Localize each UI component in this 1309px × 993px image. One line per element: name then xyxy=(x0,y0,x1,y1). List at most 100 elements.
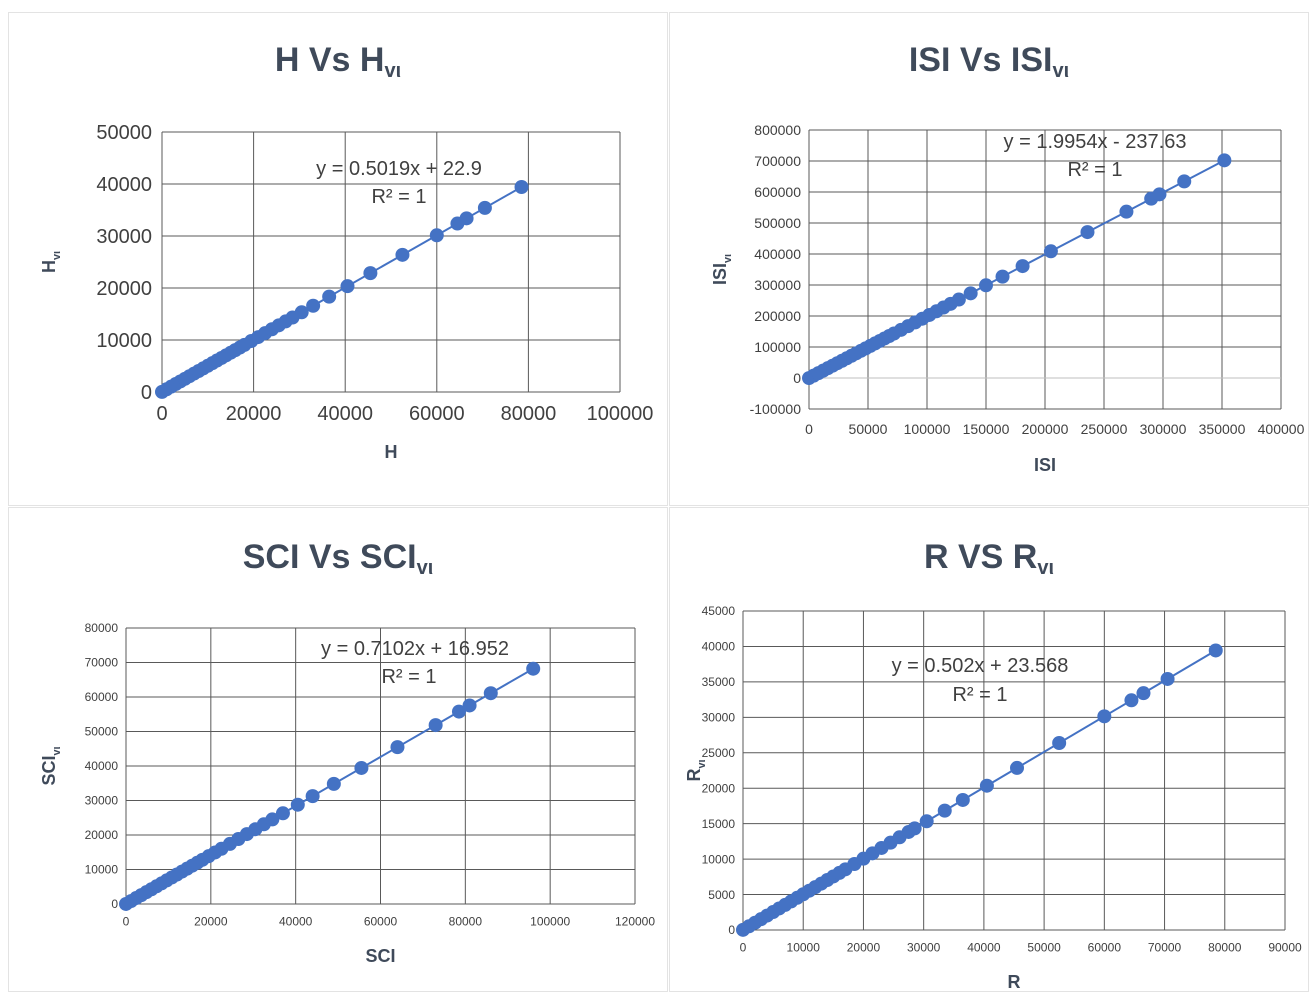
data-point xyxy=(1052,736,1067,751)
x-axis-label: SCI xyxy=(365,946,395,966)
x-tick-label: 100000 xyxy=(587,403,654,425)
data-point xyxy=(306,298,321,313)
data-point xyxy=(265,812,280,827)
y-axis-label-group: Hvι xyxy=(39,251,63,273)
chart-svg: 0 20000 40000 60000 80000 100000 0 10000 20000 30… xyxy=(39,122,654,462)
y-tick-label: 0 xyxy=(141,382,152,404)
x-tick-label: 20000 xyxy=(847,941,881,955)
y-axis-label-sub: vι xyxy=(51,746,63,755)
data-point xyxy=(459,211,474,226)
data-point xyxy=(514,180,529,195)
y-axis-label: Rvι xyxy=(684,759,708,781)
x-tick-label: 300000 xyxy=(1140,421,1187,437)
x-tick-label: 60000 xyxy=(1088,941,1122,955)
y-tick-label: 800000 xyxy=(754,122,801,138)
data-point xyxy=(1177,174,1192,189)
y-axis-label: Hvι xyxy=(39,251,63,273)
x-axis-label: H xyxy=(385,442,398,462)
chart-panel-isi: ISI Vs ISIvι 0 50000 100000 150000 200000 250… xyxy=(669,12,1309,506)
data-point xyxy=(1136,686,1151,701)
data-point xyxy=(919,814,934,829)
x-tick-label: 200000 xyxy=(1022,421,1069,437)
chart-panel-h: H Vs Hvι 0 20000 40000 60000 80000 100000 0 100… xyxy=(8,12,668,506)
x-tick-label: 80000 xyxy=(449,915,483,929)
data-point xyxy=(1208,643,1223,658)
x-tick-label: 120000 xyxy=(615,915,655,929)
data-point xyxy=(294,305,309,320)
trendline-equation: y = 0.7102x + 16.952 xyxy=(321,638,509,660)
data-point xyxy=(451,704,466,719)
data-point xyxy=(1217,153,1232,168)
y-axis-label: SCIvι xyxy=(39,746,63,785)
x-tick-label: 0 xyxy=(156,403,167,425)
data-point xyxy=(937,803,952,818)
y-tick-label: -100000 xyxy=(750,401,802,417)
data-point xyxy=(462,698,477,713)
x-tick-label: 70000 xyxy=(1148,941,1182,955)
y-tick-label: 40000 xyxy=(702,640,736,654)
x-tick-label: 250000 xyxy=(1081,421,1128,437)
x-tick-label: 80000 xyxy=(501,403,557,425)
trendline-equation: y = 0.502x + 23.568 xyxy=(892,655,1069,677)
data-point xyxy=(1080,225,1095,240)
y-axis-label-sub: vι xyxy=(51,251,63,260)
x-tick-label: 150000 xyxy=(963,421,1010,437)
data-point xyxy=(429,228,444,243)
data-point xyxy=(995,269,1010,284)
trendline-equation: y = 0.5019x + 22.9 xyxy=(316,158,482,180)
data-point xyxy=(322,289,337,304)
data-point xyxy=(907,821,922,836)
y-tick-label: 20000 xyxy=(85,828,119,842)
x-tick-label: 60000 xyxy=(364,915,398,929)
chart-svg: 0 10000 20000 30000 40000 50000 60000 70000 8000… xyxy=(684,604,1302,992)
chart-panel-sci: SCI Vs SCIvι 0 20000 40000 60000 80000 100000… xyxy=(8,507,668,992)
y-tick-label: 700000 xyxy=(754,153,801,169)
data-point xyxy=(955,792,970,807)
data-point xyxy=(428,718,443,733)
data-point xyxy=(395,247,410,262)
x-tick-label: 20000 xyxy=(194,915,228,929)
y-axis-label-group: Rvι xyxy=(684,759,708,781)
data-point xyxy=(979,278,993,293)
data-point xyxy=(1124,693,1139,708)
y-tick-label: 30000 xyxy=(96,226,152,248)
data-point xyxy=(1010,760,1025,775)
y-axis-label-group: SCIvι xyxy=(39,746,63,785)
trendline-equation: y = 1.9954x - 237.63 xyxy=(1004,131,1187,153)
x-tick-label: 50000 xyxy=(1027,941,1061,955)
y-axis-label-group: ISIvι xyxy=(710,254,734,285)
x-tick-label: 0 xyxy=(740,941,747,955)
data-point xyxy=(1015,259,1030,274)
data-point xyxy=(363,266,378,281)
chart-panel-r: R VS Rvι 0 10000 20000 30000 40000 50000 60000… xyxy=(669,507,1309,992)
y-tick-label: 200000 xyxy=(754,308,801,324)
chart-title: R VS Rvι xyxy=(923,538,1055,579)
y-tick-label: 400000 xyxy=(754,246,801,262)
trendline-r2: R² = 1 xyxy=(371,186,426,208)
y-tick-label: 500000 xyxy=(754,215,801,231)
data-point xyxy=(354,760,369,775)
y-tick-label: 100000 xyxy=(754,339,801,355)
data-point xyxy=(951,292,966,307)
y-axis-label-sub: vι xyxy=(696,759,708,768)
data-point xyxy=(1043,244,1058,259)
data-point xyxy=(390,740,405,755)
data-point xyxy=(1097,709,1112,724)
x-tick-label: 40000 xyxy=(967,941,1001,955)
trendline-r2: R² = 1 xyxy=(1067,159,1122,181)
y-tick-label: 10000 xyxy=(702,852,736,866)
x-tick-label: 10000 xyxy=(787,941,821,955)
data-point xyxy=(1119,204,1134,219)
y-tick-label: 15000 xyxy=(702,817,736,831)
y-tick-label: 60000 xyxy=(85,690,119,704)
y-tick-label: 10000 xyxy=(96,330,152,352)
y-tick-label: 45000 xyxy=(702,604,736,618)
x-tick-label: 90000 xyxy=(1268,941,1302,955)
x-tick-label: 400000 xyxy=(1258,421,1305,437)
data-point xyxy=(483,686,498,701)
chart-svg: 0 50000 100000 150000 200000 250000 300000 3500… xyxy=(710,122,1305,475)
x-tick-label: 0 xyxy=(805,421,813,437)
y-tick-label: 25000 xyxy=(702,746,736,760)
y-tick-label: 40000 xyxy=(85,759,119,773)
x-tick-label: 40000 xyxy=(317,403,373,425)
